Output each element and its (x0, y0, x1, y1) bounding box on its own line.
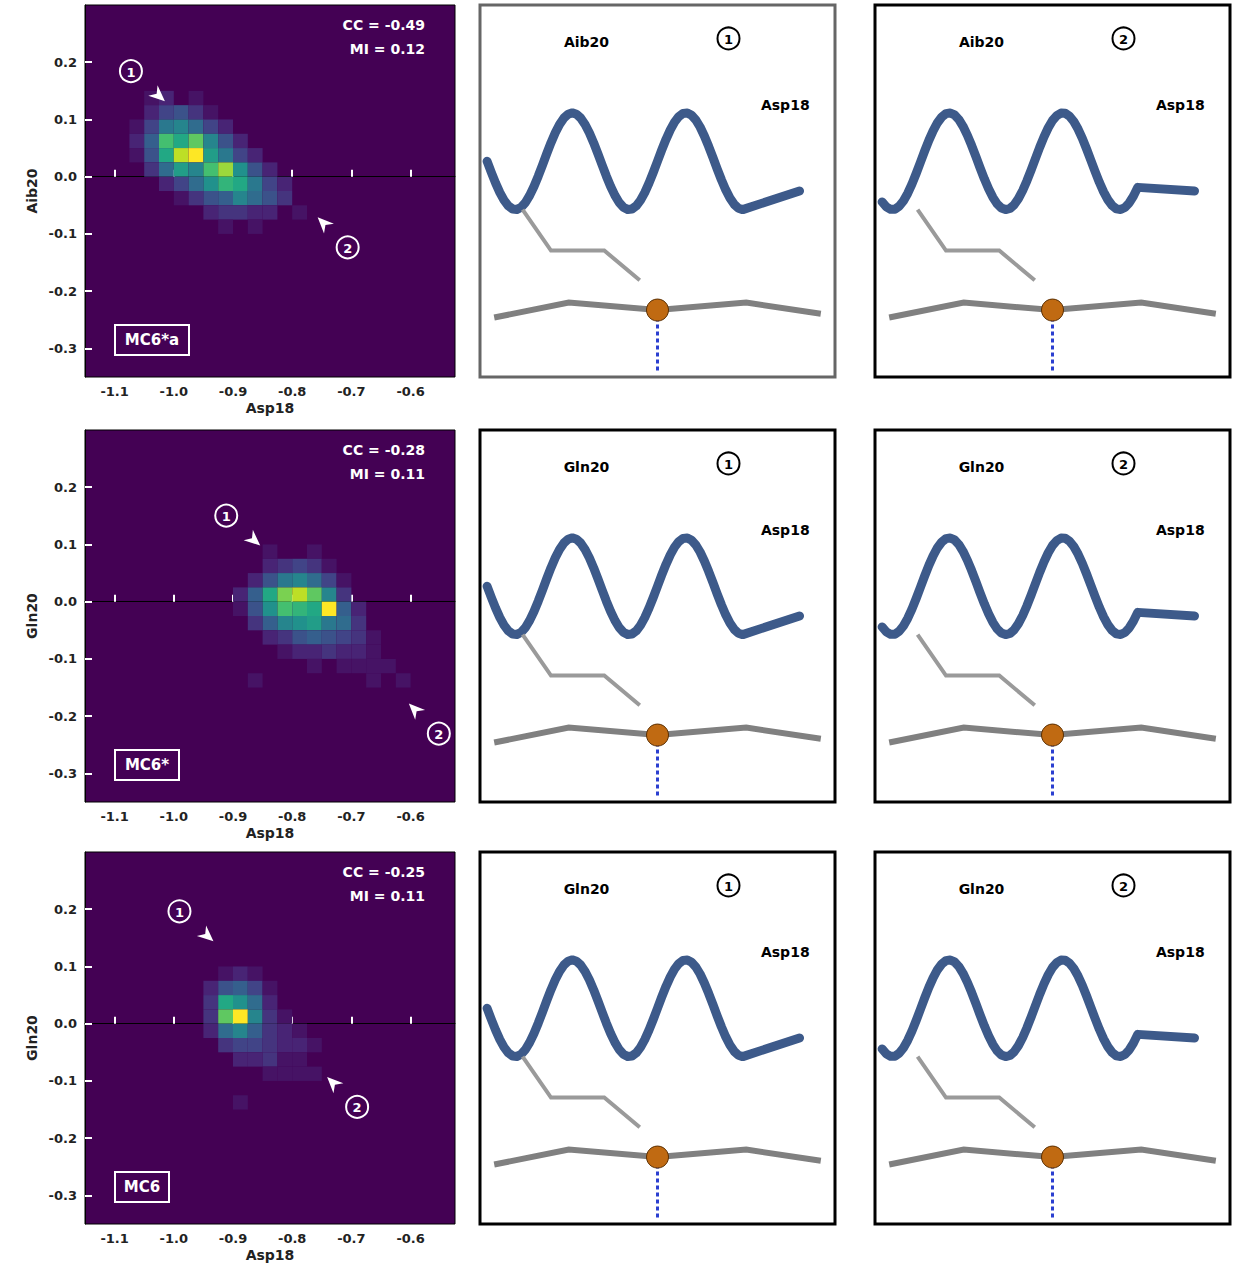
svg-text:-1.1: -1.1 (100, 809, 128, 824)
svg-text:-1.1: -1.1 (100, 384, 128, 399)
svg-text:-1.0: -1.0 (160, 1231, 188, 1246)
svg-text:MC6*: MC6* (125, 756, 169, 774)
svg-text:0.0: 0.0 (54, 1016, 77, 1031)
svg-text:-0.6: -0.6 (396, 809, 424, 824)
svg-text:0.1: 0.1 (54, 537, 77, 552)
svg-text:-0.1: -0.1 (49, 1073, 77, 1088)
svg-text:2: 2 (434, 727, 443, 742)
svg-text:Asp18: Asp18 (246, 400, 295, 416)
svg-text:-0.1: -0.1 (49, 226, 77, 241)
svg-text:MC6*a: MC6*a (125, 331, 179, 349)
svg-text:-1.1: -1.1 (100, 1231, 128, 1246)
svg-text:-0.2: -0.2 (49, 284, 77, 299)
svg-text:-0.3: -0.3 (49, 341, 77, 356)
svg-text:1: 1 (724, 457, 733, 472)
svg-text:-0.8: -0.8 (278, 1231, 306, 1246)
svg-text:CC = -0.28: CC = -0.28 (343, 442, 425, 458)
svg-text:MI = 0.11: MI = 0.11 (350, 466, 425, 482)
svg-text:-1.0: -1.0 (160, 809, 188, 824)
svg-text:-1.0: -1.0 (160, 384, 188, 399)
svg-text:Gln20: Gln20 (959, 459, 1005, 475)
svg-text:-0.7: -0.7 (337, 809, 365, 824)
svg-text:2: 2 (1119, 457, 1128, 472)
svg-text:MC6: MC6 (124, 1178, 160, 1196)
svg-text:1: 1 (724, 32, 733, 47)
svg-text:0.2: 0.2 (54, 902, 77, 917)
svg-text:-0.2: -0.2 (49, 709, 77, 724)
svg-text:1: 1 (126, 65, 135, 80)
svg-text:-0.3: -0.3 (49, 1188, 77, 1203)
svg-text:Gln20: Gln20 (959, 881, 1005, 897)
svg-text:Asp18: Asp18 (246, 825, 295, 841)
svg-text:2: 2 (353, 1100, 362, 1115)
svg-text:-0.1: -0.1 (49, 651, 77, 666)
svg-text:Asp18: Asp18 (1156, 97, 1205, 113)
svg-text:MI = 0.12: MI = 0.12 (350, 41, 425, 57)
svg-text:1: 1 (724, 879, 733, 894)
svg-text:-0.7: -0.7 (337, 1231, 365, 1246)
svg-text:Asp18: Asp18 (761, 944, 810, 960)
svg-text:0.1: 0.1 (54, 112, 77, 127)
svg-text:MI = 0.11: MI = 0.11 (350, 888, 425, 904)
svg-text:Asp18: Asp18 (761, 97, 810, 113)
svg-text:-0.3: -0.3 (49, 766, 77, 781)
svg-text:0.0: 0.0 (54, 169, 77, 184)
svg-text:-0.8: -0.8 (278, 384, 306, 399)
svg-text:Aib20: Aib20 (24, 168, 40, 213)
svg-text:Asp18: Asp18 (246, 1247, 295, 1263)
svg-text:-0.9: -0.9 (219, 1231, 247, 1246)
svg-text:Aib20: Aib20 (564, 34, 609, 50)
svg-text:1: 1 (175, 905, 184, 920)
svg-text:CC = -0.25: CC = -0.25 (343, 864, 425, 880)
svg-text:2: 2 (1119, 32, 1128, 47)
svg-text:Gln20: Gln20 (24, 1015, 40, 1061)
svg-text:-0.9: -0.9 (219, 809, 247, 824)
svg-text:0.0: 0.0 (54, 594, 77, 609)
svg-text:-0.2: -0.2 (49, 1131, 77, 1146)
svg-text:2: 2 (1119, 879, 1128, 894)
svg-text:0.2: 0.2 (54, 55, 77, 70)
svg-text:-0.6: -0.6 (396, 1231, 424, 1246)
svg-text:1: 1 (222, 509, 231, 524)
svg-text:-0.8: -0.8 (278, 809, 306, 824)
svg-text:2: 2 (343, 241, 352, 256)
svg-text:0.2: 0.2 (54, 480, 77, 495)
svg-text:Gln20: Gln20 (564, 459, 610, 475)
svg-text:Aib20: Aib20 (959, 34, 1004, 50)
svg-text:CC = -0.49: CC = -0.49 (343, 17, 425, 33)
svg-text:-0.9: -0.9 (219, 384, 247, 399)
svg-text:Gln20: Gln20 (24, 593, 40, 639)
svg-text:Asp18: Asp18 (1156, 522, 1205, 538)
svg-text:-0.6: -0.6 (396, 384, 424, 399)
svg-text:Gln20: Gln20 (564, 881, 610, 897)
svg-text:Asp18: Asp18 (761, 522, 810, 538)
svg-text:0.1: 0.1 (54, 959, 77, 974)
svg-text:-0.7: -0.7 (337, 384, 365, 399)
svg-text:Asp18: Asp18 (1156, 944, 1205, 960)
